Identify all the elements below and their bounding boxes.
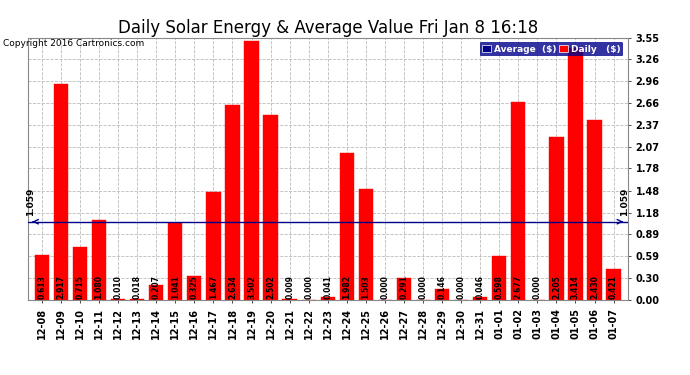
Title: Daily Solar Energy & Average Value Fri Jan 8 16:18: Daily Solar Energy & Average Value Fri J… — [117, 20, 538, 38]
Text: 1.503: 1.503 — [362, 276, 371, 299]
Text: 0.598: 0.598 — [495, 275, 504, 299]
Bar — [226, 105, 239, 300]
Text: 1.982: 1.982 — [342, 275, 351, 299]
Text: 0.325: 0.325 — [190, 276, 199, 299]
Text: 2.205: 2.205 — [552, 276, 561, 299]
Text: 0.000: 0.000 — [304, 275, 313, 299]
Text: 0.018: 0.018 — [132, 275, 141, 299]
Bar — [339, 153, 354, 300]
Bar — [492, 256, 506, 300]
Text: 0.291: 0.291 — [400, 275, 408, 299]
Text: 2.917: 2.917 — [57, 275, 66, 299]
Text: 0.010: 0.010 — [114, 275, 123, 299]
Bar — [54, 84, 68, 300]
Text: 2.634: 2.634 — [228, 275, 237, 299]
Text: 0.000: 0.000 — [457, 275, 466, 299]
Text: 2.502: 2.502 — [266, 276, 275, 299]
Bar — [607, 269, 621, 300]
Text: 0.715: 0.715 — [75, 275, 84, 299]
Bar — [149, 285, 164, 300]
Text: 0.009: 0.009 — [285, 275, 294, 299]
Bar — [187, 276, 201, 300]
Text: 1.059: 1.059 — [620, 188, 629, 216]
Bar — [587, 120, 602, 300]
Bar — [359, 189, 373, 300]
Text: 0.613: 0.613 — [37, 275, 46, 299]
Text: 0.000: 0.000 — [533, 275, 542, 299]
Bar — [549, 137, 564, 300]
Bar — [511, 102, 526, 300]
Text: 0.041: 0.041 — [323, 275, 333, 299]
Bar — [435, 289, 449, 300]
Bar — [111, 299, 126, 300]
Text: 0.207: 0.207 — [152, 275, 161, 299]
Text: 0.000: 0.000 — [380, 275, 389, 299]
Bar — [321, 297, 335, 300]
Text: 3.414: 3.414 — [571, 275, 580, 299]
Bar — [92, 220, 106, 300]
Text: 0.000: 0.000 — [419, 275, 428, 299]
Text: 2.677: 2.677 — [514, 275, 523, 299]
Bar — [168, 223, 182, 300]
Bar — [282, 299, 297, 300]
Text: Copyright 2016 Cartronics.com: Copyright 2016 Cartronics.com — [3, 39, 145, 48]
Bar — [473, 297, 487, 300]
Legend: Average  ($), Daily   ($): Average ($), Daily ($) — [480, 42, 623, 56]
Text: 3.502: 3.502 — [247, 276, 256, 299]
Bar — [130, 298, 144, 300]
Text: 1.080: 1.080 — [95, 275, 103, 299]
Text: 1.041: 1.041 — [171, 275, 180, 299]
Text: 2.430: 2.430 — [590, 275, 599, 299]
Text: 0.046: 0.046 — [475, 275, 484, 299]
Bar — [244, 41, 259, 300]
Bar — [397, 279, 411, 300]
Bar — [73, 247, 87, 300]
Bar — [34, 255, 49, 300]
Bar — [206, 192, 221, 300]
Text: 0.146: 0.146 — [437, 275, 446, 299]
Text: 1.059: 1.059 — [26, 188, 35, 216]
Text: 0.421: 0.421 — [609, 275, 618, 299]
Bar — [264, 115, 277, 300]
Bar — [569, 48, 582, 300]
Text: 1.467: 1.467 — [209, 275, 218, 299]
